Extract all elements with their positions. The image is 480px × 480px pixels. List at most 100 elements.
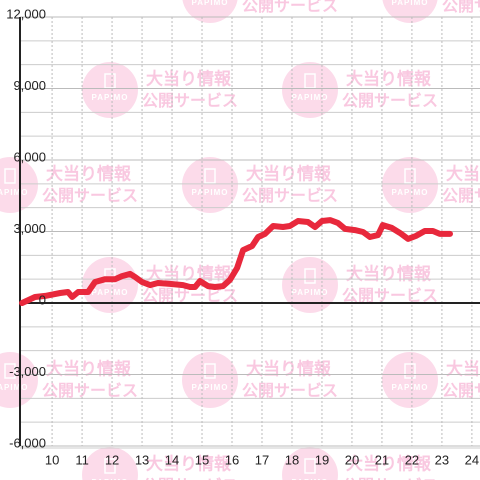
x-tick-label: 23 (435, 452, 449, 467)
watermark-brand: PAPIMO (0, 188, 28, 197)
watermark-line1: 大当り情報 (146, 263, 232, 283)
watermark-line1: 大当り情報 (146, 68, 232, 88)
watermark-icon (104, 458, 116, 474)
watermark-icon (304, 458, 316, 474)
watermark-icon (304, 268, 316, 284)
watermark-circle (82, 62, 138, 118)
grid (19, 16, 480, 449)
watermark-brand: PAPIMO (92, 93, 129, 102)
watermark-icon (4, 363, 16, 379)
watermark-icon (404, 363, 416, 379)
watermark-circle (282, 447, 338, 480)
watermark-icon (4, 168, 16, 184)
watermark-icon (204, 363, 216, 379)
watermark-circle (382, 352, 438, 408)
x-tick-label: 16 (225, 452, 239, 467)
x-tick-label: 10 (45, 452, 59, 467)
x-tick-label: 14 (165, 452, 179, 467)
x-tick-label: 13 (135, 452, 149, 467)
watermark-line1: 大当り情報 (346, 453, 432, 473)
watermark-brand: PAPIMO (292, 93, 329, 102)
y-tick-label: 0 (39, 292, 46, 307)
watermark-line1: 大当り情報 (46, 358, 132, 378)
watermark-line2: 公開サービス (242, 0, 338, 15)
watermark-line1: 大当り情報 (246, 163, 332, 183)
watermark-line1: 大当り情報 (446, 163, 480, 183)
watermark-icon (404, 168, 416, 184)
watermark-circle (82, 447, 138, 480)
watermark-line1: 大当り情報 (146, 453, 232, 473)
watermark-brand: PAPIMO (292, 288, 329, 297)
watermark-line2: 公開サービス (442, 0, 480, 15)
watermark-line1: 大当り情報 (346, 68, 432, 88)
watermark-brand: PAPIMO (192, 0, 229, 7)
watermark-circle (382, 157, 438, 213)
y-tick-label: -3,000 (9, 364, 46, 379)
watermark-line2: 公開サービス (442, 187, 480, 205)
watermark-line1: 大当り情報 (346, 263, 432, 283)
watermark-line2: 公開サービス (342, 287, 438, 305)
watermark-icon (204, 168, 216, 184)
x-tick-label: 19 (315, 452, 329, 467)
watermark-circle (0, 352, 38, 408)
watermark-brand: PAPIMO (92, 288, 129, 297)
watermark-line1: 大当り情報 (446, 358, 480, 378)
watermark-circle (82, 257, 138, 313)
plot (19, 217, 453, 306)
x-tick-label: 11 (75, 452, 89, 467)
y-tick-label: 9,000 (13, 78, 46, 93)
x-tick-label: 24 (465, 452, 479, 467)
data-line (19, 217, 453, 306)
watermark-line2: 公開サービス (42, 187, 138, 205)
watermark-line2: 公開サービス (342, 92, 438, 110)
watermark-brand: PAPIMO (392, 0, 429, 7)
x-tick-label: 15 (195, 452, 209, 467)
watermark-brand: PAPIMO (192, 383, 229, 392)
watermark-line2: 公開サービス (42, 382, 138, 400)
watermark-line1: 大当り情報 (246, 358, 332, 378)
watermark-circle (0, 157, 38, 213)
watermark-brand: PAPIMO (92, 478, 129, 480)
watermark-brand: PAPIMO (392, 383, 429, 392)
watermark-line2: 公開サービス (342, 477, 438, 480)
x-tick-label: 20 (345, 452, 359, 467)
watermark-brand: PAPIMO (292, 478, 329, 480)
watermark-circle (282, 257, 338, 313)
watermark-line2: 公開サービス (142, 287, 238, 305)
y-tick-label: -6,000 (9, 435, 46, 450)
x-tick-label: 17 (255, 452, 269, 467)
x-tick-label: 12 (105, 452, 119, 467)
labels: -6,000 -3,000 0 3,000 6,000 9,000 12,000 10 11 12… (6, 6, 479, 467)
watermark-brand: PAPIMO (0, 383, 28, 392)
watermark-line2: 公開サービス (142, 477, 238, 480)
x-tick-label: 18 (285, 452, 299, 467)
watermark-line2: 公開サービス (242, 382, 338, 400)
watermark-line2: 公開サービス (142, 92, 238, 110)
watermark-brand: PAPIMO (392, 188, 429, 197)
x-tick-label: 22 (405, 452, 419, 467)
watermark-brand: PAPIMO (192, 188, 229, 197)
watermark-circle (182, 157, 238, 213)
watermark-circle (282, 62, 338, 118)
watermark-circle (182, 352, 238, 408)
x-tick-label: 21 (375, 452, 389, 467)
y-tick-label: 12,000 (6, 6, 46, 21)
watermark-line2: 公開サービス (442, 382, 480, 400)
y-tick-label: 6,000 (13, 149, 46, 164)
y-tick-label: 3,000 (13, 221, 46, 236)
